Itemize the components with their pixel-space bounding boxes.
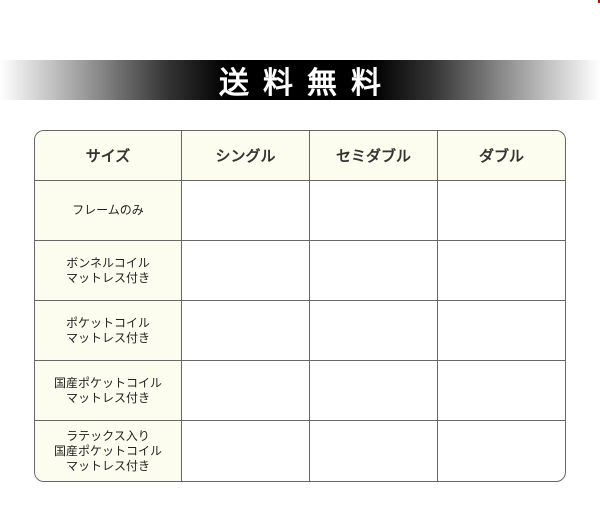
table-cell [438, 301, 565, 361]
row-label: ボンネルコイル マットレス付き [35, 241, 182, 301]
column-header: セミダブル [310, 131, 438, 181]
column-header: ダブル [438, 131, 565, 181]
table-cell [310, 241, 438, 301]
table-cell [182, 361, 310, 421]
corner-mark [598, 0, 600, 3]
table-cell [438, 361, 565, 421]
banner-title: 送料無料 [219, 66, 395, 101]
row-label: ポケットコイル マットレス付き [35, 301, 182, 361]
column-header: シングル [182, 131, 310, 181]
table-cell [438, 181, 565, 241]
table-cell [310, 361, 438, 421]
table-cell [182, 421, 310, 481]
table-cell [310, 181, 438, 241]
free-shipping-banner: 送料無料 [0, 60, 600, 101]
row-label: ラテックス入り 国産ポケットコイル マットレス付き [35, 421, 182, 481]
column-header: サイズ [35, 131, 182, 181]
row-label: 国産ポケットコイル マットレス付き [35, 361, 182, 421]
row-label: フレームのみ [35, 181, 182, 241]
table-cell [182, 241, 310, 301]
table-cell [182, 301, 310, 361]
table-cell [310, 421, 438, 481]
table-cell [182, 181, 310, 241]
table-cell [438, 241, 565, 301]
table-cell [438, 421, 565, 481]
price-table: サイズ シングル セミダブル ダブルフレームのみ ボンネルコイル マットレス付き ポケット… [34, 130, 566, 482]
table-cell [310, 301, 438, 361]
